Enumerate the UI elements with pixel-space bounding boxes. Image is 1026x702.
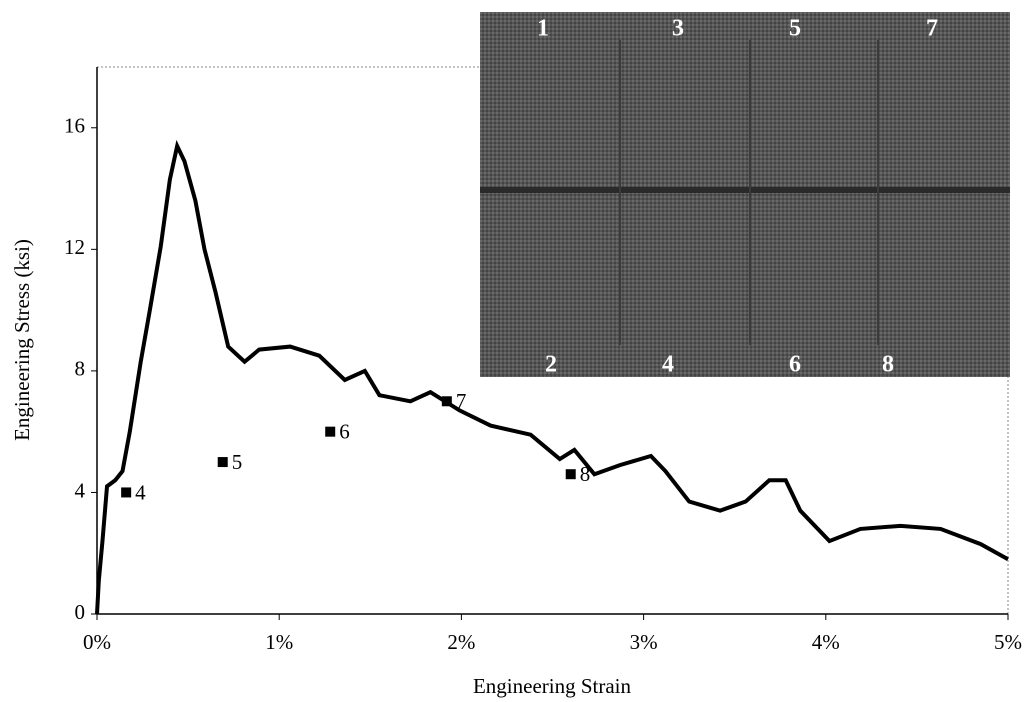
marker-label: 4 <box>135 480 146 504</box>
marker-label: 5 <box>232 450 243 474</box>
marker <box>325 427 335 437</box>
y-tick-label: 12 <box>64 235 85 259</box>
marker <box>121 487 131 497</box>
inset-label: 1 <box>537 16 549 42</box>
inset-label: 4 <box>662 352 674 378</box>
y-tick-label: 8 <box>75 357 86 381</box>
y-axis-title: Engineering Stress (ksi) <box>10 239 34 441</box>
x-tick-label: 1% <box>265 630 293 654</box>
marker-label: 7 <box>456 389 467 413</box>
inset-label: 5 <box>789 16 801 42</box>
inset-label: 8 <box>882 352 894 378</box>
x-tick-label: 0% <box>83 630 111 654</box>
inset-label: 2 <box>545 352 557 378</box>
marker <box>442 396 452 406</box>
x-tick-label: 5% <box>994 630 1022 654</box>
marker <box>218 457 228 467</box>
y-tick-label: 0 <box>75 600 86 624</box>
y-tick-label: 4 <box>75 478 86 502</box>
marker-label: 6 <box>339 419 350 443</box>
x-tick-label: 4% <box>812 630 840 654</box>
marker <box>566 469 576 479</box>
y-tick-label: 16 <box>64 114 85 138</box>
inset-photo <box>480 12 1010 377</box>
inset-label: 3 <box>672 16 684 42</box>
x-tick-label: 2% <box>447 630 475 654</box>
x-tick-label: 3% <box>630 630 658 654</box>
inset-label: 6 <box>789 352 801 378</box>
chart: Engineering Strain Engineering Stress (k… <box>0 0 1026 702</box>
marker-label: 8 <box>580 462 591 486</box>
inset-label: 7 <box>926 16 938 42</box>
x-axis-title: Engineering Strain <box>473 674 632 698</box>
